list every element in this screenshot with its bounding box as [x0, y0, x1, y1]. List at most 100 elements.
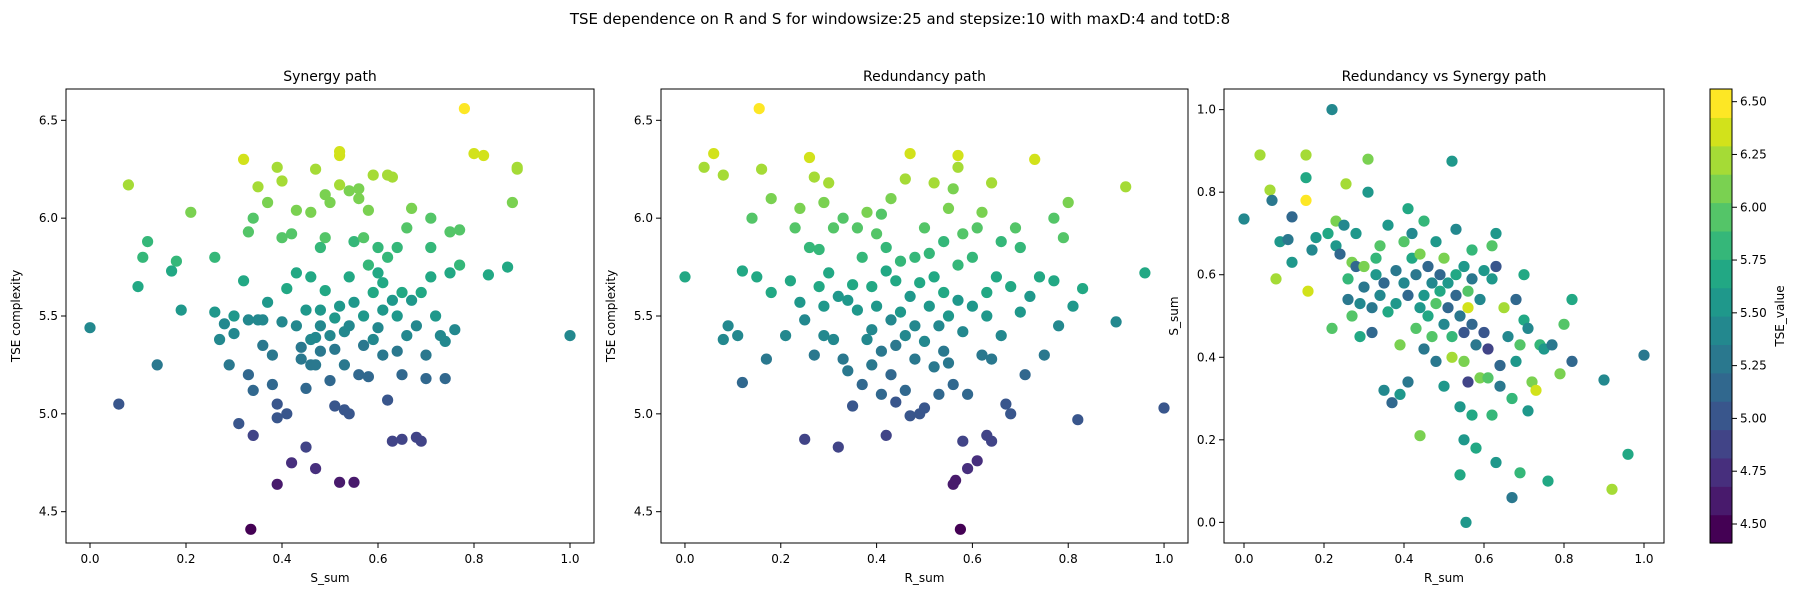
- scatter-point: [1402, 203, 1414, 215]
- scatter-point: [832, 290, 844, 302]
- scatter-point: [310, 331, 322, 344]
- scatter-point: [478, 149, 490, 162]
- scatter-point: [1378, 384, 1390, 396]
- scatter-point: [1446, 351, 1458, 363]
- scatter-point: [1350, 260, 1362, 273]
- scatter-point: [1286, 256, 1298, 268]
- scatter-point: [1434, 269, 1446, 281]
- scatter-point: [1394, 339, 1406, 351]
- scatter-point: [334, 146, 346, 158]
- y-tick-label: 5.0: [634, 407, 653, 421]
- scatter-point: [990, 271, 1003, 283]
- scatter-point: [1310, 232, 1322, 244]
- scatter-point: [837, 212, 849, 224]
- scatter-point: [722, 320, 734, 332]
- scatter-point: [1048, 275, 1060, 287]
- scatter-point: [909, 320, 921, 332]
- scatter-point: [1029, 153, 1041, 165]
- scatter-point: [1466, 318, 1478, 330]
- scatter-point: [382, 394, 394, 406]
- scatter-point: [1302, 285, 1314, 297]
- scatter-point: [1486, 409, 1498, 421]
- scatter-point: [933, 388, 945, 400]
- scatter-point: [1458, 260, 1470, 273]
- scatter-point: [861, 206, 873, 218]
- scatter-point: [223, 359, 235, 371]
- scatter-point: [1458, 434, 1470, 446]
- scatter-point: [1482, 343, 1494, 355]
- scatter-point: [1340, 178, 1352, 190]
- scatter-point: [899, 173, 911, 185]
- scatter-point: [1110, 316, 1122, 328]
- scatter-point: [170, 255, 182, 267]
- scatter-point: [1338, 219, 1350, 231]
- scatter-point: [942, 357, 955, 369]
- scatter-point: [753, 103, 765, 115]
- scatter-point: [1462, 376, 1474, 388]
- scatter-point: [334, 300, 346, 312]
- scatter-point: [1382, 306, 1394, 318]
- colorbar: 4.50 4.75 5.00 5.25 5.50 5.75 6.00 6.25 6.50 TSE_…: [1709, 88, 1787, 544]
- scatter-point: [362, 371, 374, 383]
- scatter-point: [1566, 355, 1578, 367]
- x-tick-label: 0.2: [1314, 552, 1333, 566]
- scatter-point: [890, 339, 902, 351]
- colorbar-segment: [1710, 89, 1732, 118]
- scatter-point: [1378, 277, 1390, 289]
- scatter-point: [760, 353, 773, 365]
- scatter-point: [1418, 343, 1430, 355]
- scatter-point: [1414, 302, 1426, 314]
- scatter-point: [1282, 234, 1294, 246]
- scatter-point: [837, 353, 849, 365]
- scatter-point: [1300, 149, 1312, 161]
- colorbar-label: TSE_value: [1773, 285, 1787, 347]
- scatter-point: [468, 148, 480, 160]
- scatter-point: [1300, 172, 1312, 184]
- scatter-point: [377, 349, 389, 361]
- scatter-point: [918, 335, 931, 347]
- scatter-point: [300, 441, 312, 453]
- scatter-point: [406, 294, 418, 306]
- scatter-point: [947, 183, 959, 195]
- scatter-point: [454, 224, 466, 236]
- scatter-point: [1005, 408, 1017, 420]
- scatter-point: [957, 435, 969, 447]
- scatter-point: [1442, 277, 1454, 289]
- x-tick-label: 0.8: [1554, 552, 1573, 566]
- scatter-point: [1390, 298, 1402, 310]
- scatter-point: [1506, 492, 1518, 504]
- colorbar-segment: [1710, 287, 1732, 317]
- scatter-point: [257, 314, 269, 326]
- scatter-point: [708, 148, 720, 160]
- scatter-point: [909, 353, 921, 365]
- scatter-point: [1458, 355, 1470, 367]
- colorbar-tick-label: 4.75: [1740, 464, 1767, 478]
- scatter-point: [367, 286, 379, 299]
- scatter-point: [511, 161, 523, 173]
- scatter-point: [780, 330, 792, 342]
- scatter-point: [813, 281, 825, 293]
- x-tick-label: 0.6: [1474, 552, 1493, 566]
- scatter-point: [132, 281, 144, 293]
- scatter-point: [803, 151, 816, 164]
- scatter-point: [1414, 248, 1426, 260]
- scatter-point: [1430, 355, 1442, 367]
- scatter-point: [1566, 293, 1578, 306]
- scatter-point: [928, 177, 940, 189]
- scatter-point: [899, 384, 911, 396]
- scatter-point: [976, 206, 988, 218]
- scatter-point: [1486, 240, 1498, 252]
- scatter-point: [976, 349, 988, 361]
- scatter-point: [1398, 236, 1410, 248]
- colorbar-tick-label: 5.50: [1740, 306, 1767, 320]
- scatter-point: [391, 345, 403, 357]
- scatter-point: [430, 310, 442, 322]
- scatter-point: [784, 275, 797, 287]
- scatter-point: [262, 296, 274, 308]
- scatter-point: [1518, 314, 1530, 326]
- scatter-point: [396, 286, 408, 299]
- scatter-point: [995, 236, 1007, 248]
- scatter-point: [885, 193, 897, 205]
- scatter-points: [84, 103, 576, 535]
- scatter-point: [137, 251, 149, 263]
